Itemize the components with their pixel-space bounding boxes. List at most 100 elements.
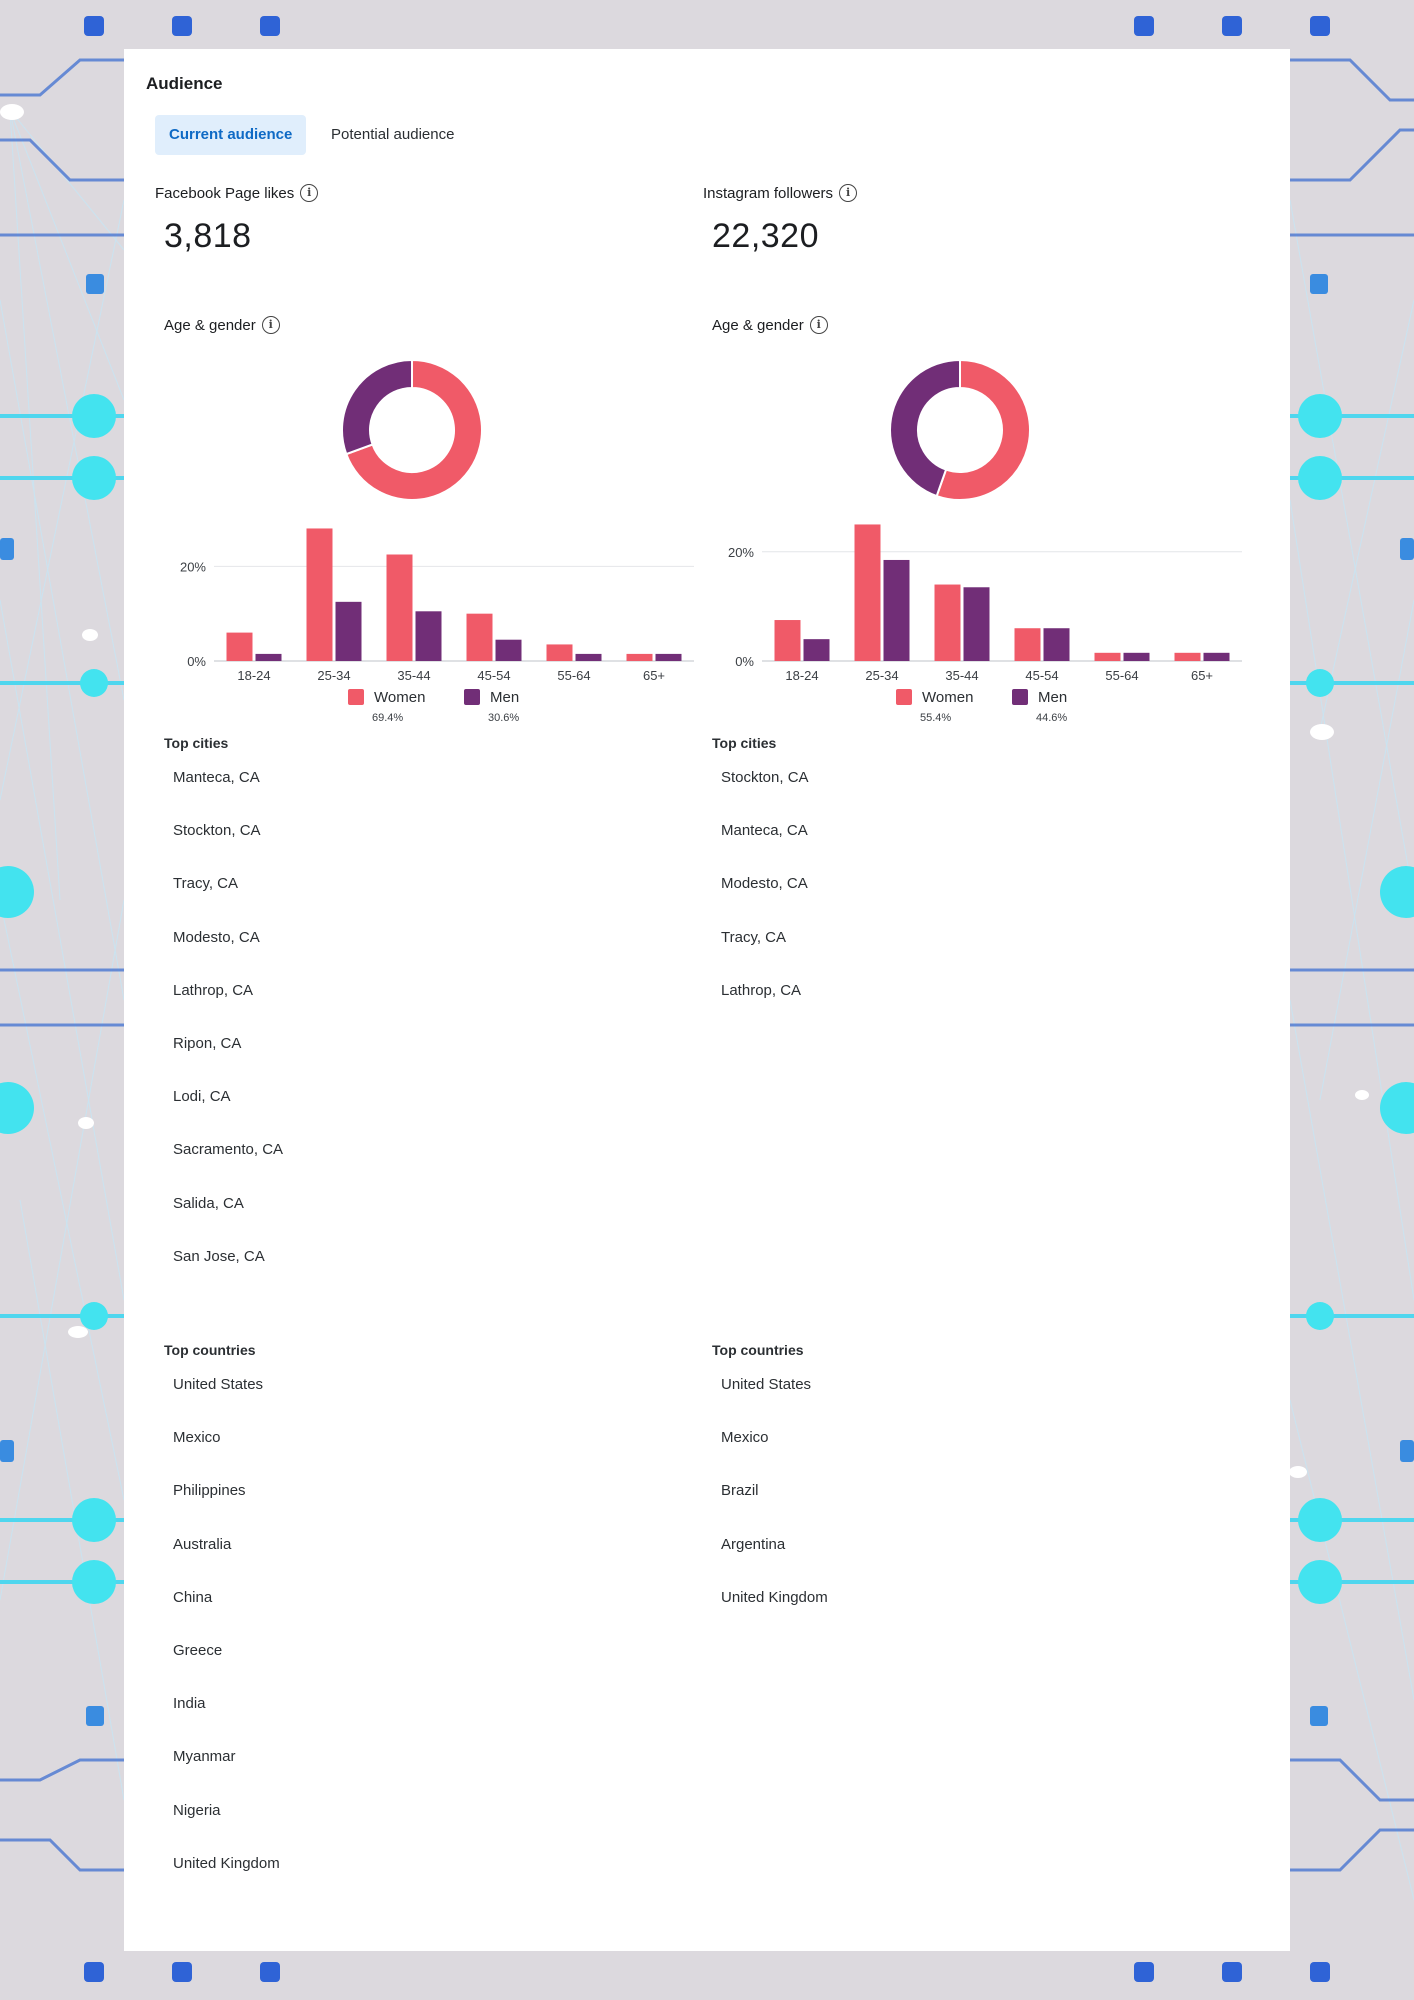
legend-swatch-women: [348, 689, 364, 705]
list-item: India: [173, 1695, 206, 1713]
bar-men-65+: [655, 653, 682, 661]
bar-men-25-34: [335, 601, 362, 661]
instagram-age-gender-text: Age & gender: [712, 316, 804, 334]
list-item: Manteca, CA: [173, 769, 260, 786]
instagram-top-cities-list: Stockton, CA Manteca, CA Modesto, CA Tracy,…: [712, 769, 809, 1035]
list-item: United Kingdom: [721, 1588, 828, 1606]
instagram-age-bar-chart: 0% 20% 18-24 25-34 35-44 45-54 55-64 65+ Women Me…: [728, 524, 1242, 724]
tab-potential-audience[interactable]: Potential audience: [331, 126, 455, 143]
bar-men-45-54: [1043, 628, 1070, 661]
instagram-metric-label: Instagram followers i: [703, 184, 858, 202]
facebook-top-cities-title: Top cities: [164, 735, 229, 751]
bar-men-55-64: [575, 653, 602, 661]
list-item: Tracy, CA: [173, 875, 239, 893]
list-item: Greece: [173, 1641, 223, 1659]
instagram-top-countries-title: Top countries: [712, 1342, 804, 1358]
bar-women-45-54: [466, 613, 493, 661]
x-tick-label: 45-54: [1025, 668, 1058, 683]
bar-men-18-24: [803, 639, 830, 661]
x-tick-label: 35-44: [397, 668, 430, 683]
facebook-gender-donut-chart: [341, 358, 483, 501]
list-item: United States: [173, 1376, 264, 1393]
audience-panel: Audience Current audience Potential audi…: [124, 49, 1290, 1951]
list-item: Philippines: [173, 1482, 246, 1500]
bar-women-65+: [1174, 652, 1201, 661]
list-item: Nigeria: [173, 1801, 221, 1819]
x-tick-label: 25-34: [865, 668, 898, 683]
bar-women-45-54: [1014, 628, 1041, 661]
info-icon[interactable]: i: [809, 316, 828, 334]
x-tick-label: 65+: [643, 668, 665, 683]
legend-label-women: Women: [922, 689, 973, 706]
info-icon[interactable]: i: [261, 316, 280, 334]
x-tick-label: 25-34: [317, 668, 350, 683]
x-tick-label: 55-64: [557, 668, 590, 683]
bar-women-18-24: [774, 620, 801, 661]
facebook-top-cities-list: Manteca, CA Stockton, CA Tracy, CA Modesto,…: [164, 769, 283, 1301]
instagram-metric-value: 22,320: [712, 217, 819, 255]
list-item: Ripon, CA: [173, 1034, 242, 1052]
bar-men-65+: [1203, 652, 1230, 661]
bar-men-55-64: [1123, 652, 1150, 661]
y-tick-label: 0%: [187, 654, 206, 669]
donut-slice-women: [935, 358, 1031, 501]
bar-men-45-54: [495, 639, 522, 661]
x-tick-label: 18-24: [237, 668, 270, 683]
list-item: Lathrop, CA: [721, 981, 802, 999]
x-tick-label: 55-64: [1105, 668, 1138, 683]
list-item: Manteca, CA: [721, 822, 808, 840]
bar-men-35-44: [963, 587, 990, 661]
list-item: Mexico: [721, 1429, 769, 1447]
page-title: Audience: [146, 74, 223, 93]
x-tick-label: 65+: [1191, 668, 1213, 683]
list-item: Modesto, CA: [721, 875, 808, 893]
instagram-top-countries-list: United States Mexico Brazil Argentina United…: [712, 1376, 828, 1642]
list-item: Sacramento, CA: [173, 1141, 284, 1159]
list-item: Lathrop, CA: [173, 981, 254, 999]
bar-women-18-24: [226, 632, 253, 661]
list-item: Brazil: [721, 1482, 759, 1500]
list-item: Salida, CA: [173, 1194, 244, 1212]
facebook-age-gender-text: Age & gender: [164, 316, 256, 334]
legend-swatch-women: [896, 689, 912, 705]
instagram-top-cities-title: Top cities: [712, 735, 777, 751]
donut-slice-men: [889, 358, 961, 498]
list-item: Australia: [173, 1535, 232, 1553]
facebook-metric-value: 3,818: [164, 217, 252, 255]
list-item: Modesto, CA: [173, 928, 260, 946]
x-tick-label: 18-24: [785, 668, 818, 683]
list-item: Mexico: [173, 1429, 221, 1447]
bar-women-25-34: [854, 524, 881, 661]
list-item: Stockton, CA: [721, 769, 809, 786]
instagram-age-gender-label: Age & gender i: [712, 316, 828, 334]
facebook-age-bar-chart: 0% 20% 18-24 25-34 35-44 45-54 55-64 65+ Women Me…: [180, 528, 694, 724]
bar-men-25-34: [883, 559, 910, 661]
bar-women-55-64: [1094, 652, 1121, 661]
tab-current-audience[interactable]: Current audience: [155, 115, 307, 155]
list-item: Tracy, CA: [721, 928, 787, 946]
bar-women-55-64: [546, 644, 573, 661]
list-item: United States: [721, 1376, 812, 1393]
list-item: Stockton, CA: [173, 822, 261, 840]
donut-slice-men: [341, 358, 413, 456]
donut-slice-women: [345, 358, 483, 501]
legend-men-percent: 30.6%: [488, 712, 519, 724]
facebook-top-countries-list: United States Mexico Philippines Australia C…: [164, 1376, 280, 1908]
bar-women-25-34: [306, 528, 333, 661]
list-item: Lodi, CA: [173, 1088, 231, 1106]
legend-label-men: Men: [1038, 689, 1067, 706]
list-item: China: [173, 1588, 213, 1606]
y-tick-label: 20%: [728, 545, 754, 560]
legend-label-men: Men: [490, 689, 519, 706]
y-tick-label: 20%: [180, 559, 206, 574]
list-item: Myanmar: [173, 1748, 236, 1766]
list-item: United Kingdom: [173, 1854, 280, 1872]
info-icon[interactable]: i: [839, 184, 858, 202]
list-item: San Jose, CA: [173, 1247, 265, 1265]
instagram-gender-donut-chart: [889, 358, 1031, 501]
legend-men-percent: 44.6%: [1036, 712, 1067, 724]
info-icon[interactable]: i: [300, 184, 319, 202]
x-tick-label: 35-44: [945, 668, 978, 683]
bar-women-35-44: [934, 584, 961, 661]
